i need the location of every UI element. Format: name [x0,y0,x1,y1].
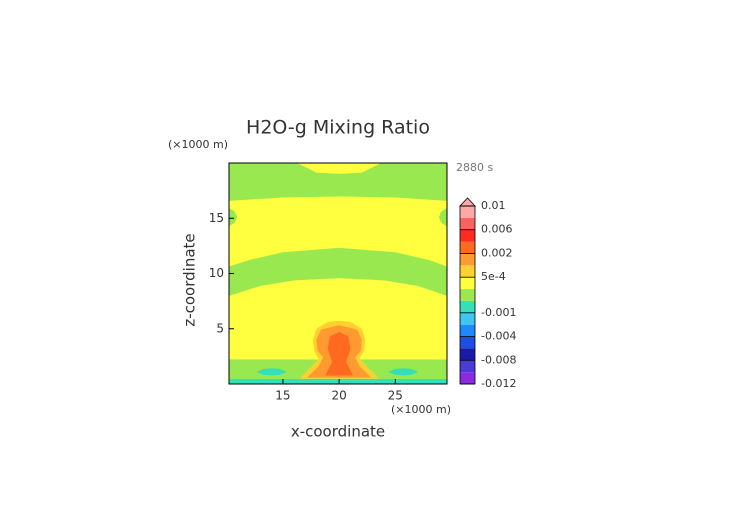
colorbar-band [460,348,475,361]
colorbar-band [460,336,475,349]
colorbar-tick-label: -0.004 [481,330,516,343]
x-axis-label: x-coordinate [291,423,385,441]
contour-region [325,331,354,376]
colorbar-band [460,324,475,337]
colorbar-band [460,265,475,278]
x-tick-label: 20 [331,389,346,403]
y-tick-label: 10 [209,266,224,280]
contour-region [228,378,448,385]
contour-region [387,368,419,376]
colorbar-tick-label: 0.01 [481,199,506,212]
colorbar-tick-label: -0.012 [481,377,516,390]
colorbar-band [460,217,475,230]
colorbar-band [460,300,475,313]
y-axis-label: z-coordinate [181,233,199,326]
chart-title: H2O-g Mixing Ratio [246,117,430,139]
y-tick-label: 5 [216,321,224,335]
colorbar-tick-label: -0.001 [481,306,516,319]
time-label: 2880 s [456,161,493,174]
colorbar-band [460,289,475,301]
contour-region [256,368,287,376]
colorbar-tick-label: 0.002 [481,246,513,259]
colorbar-band [460,253,475,266]
colorbar-tick-label: 0.006 [481,223,513,236]
colorbar-band [460,372,475,384]
colorbar-tick-label: -0.008 [481,353,516,366]
y-tick-label: 15 [209,211,224,225]
x-unit: (×1000 m) [391,403,451,416]
colorbar-band [460,229,475,242]
colorbar-band [460,277,475,290]
x-tick-label: 15 [275,389,290,403]
colorbar-band [460,312,475,325]
x-tick-label: 25 [388,389,403,403]
colorbar-band [460,206,475,218]
y-unit: (×1000 m) [168,138,228,151]
colorbar-band [460,360,475,373]
colorbar-band [460,241,475,254]
colorbar-extension [459,197,476,207]
colorbar-tick-label: 5e-4 [481,270,506,283]
